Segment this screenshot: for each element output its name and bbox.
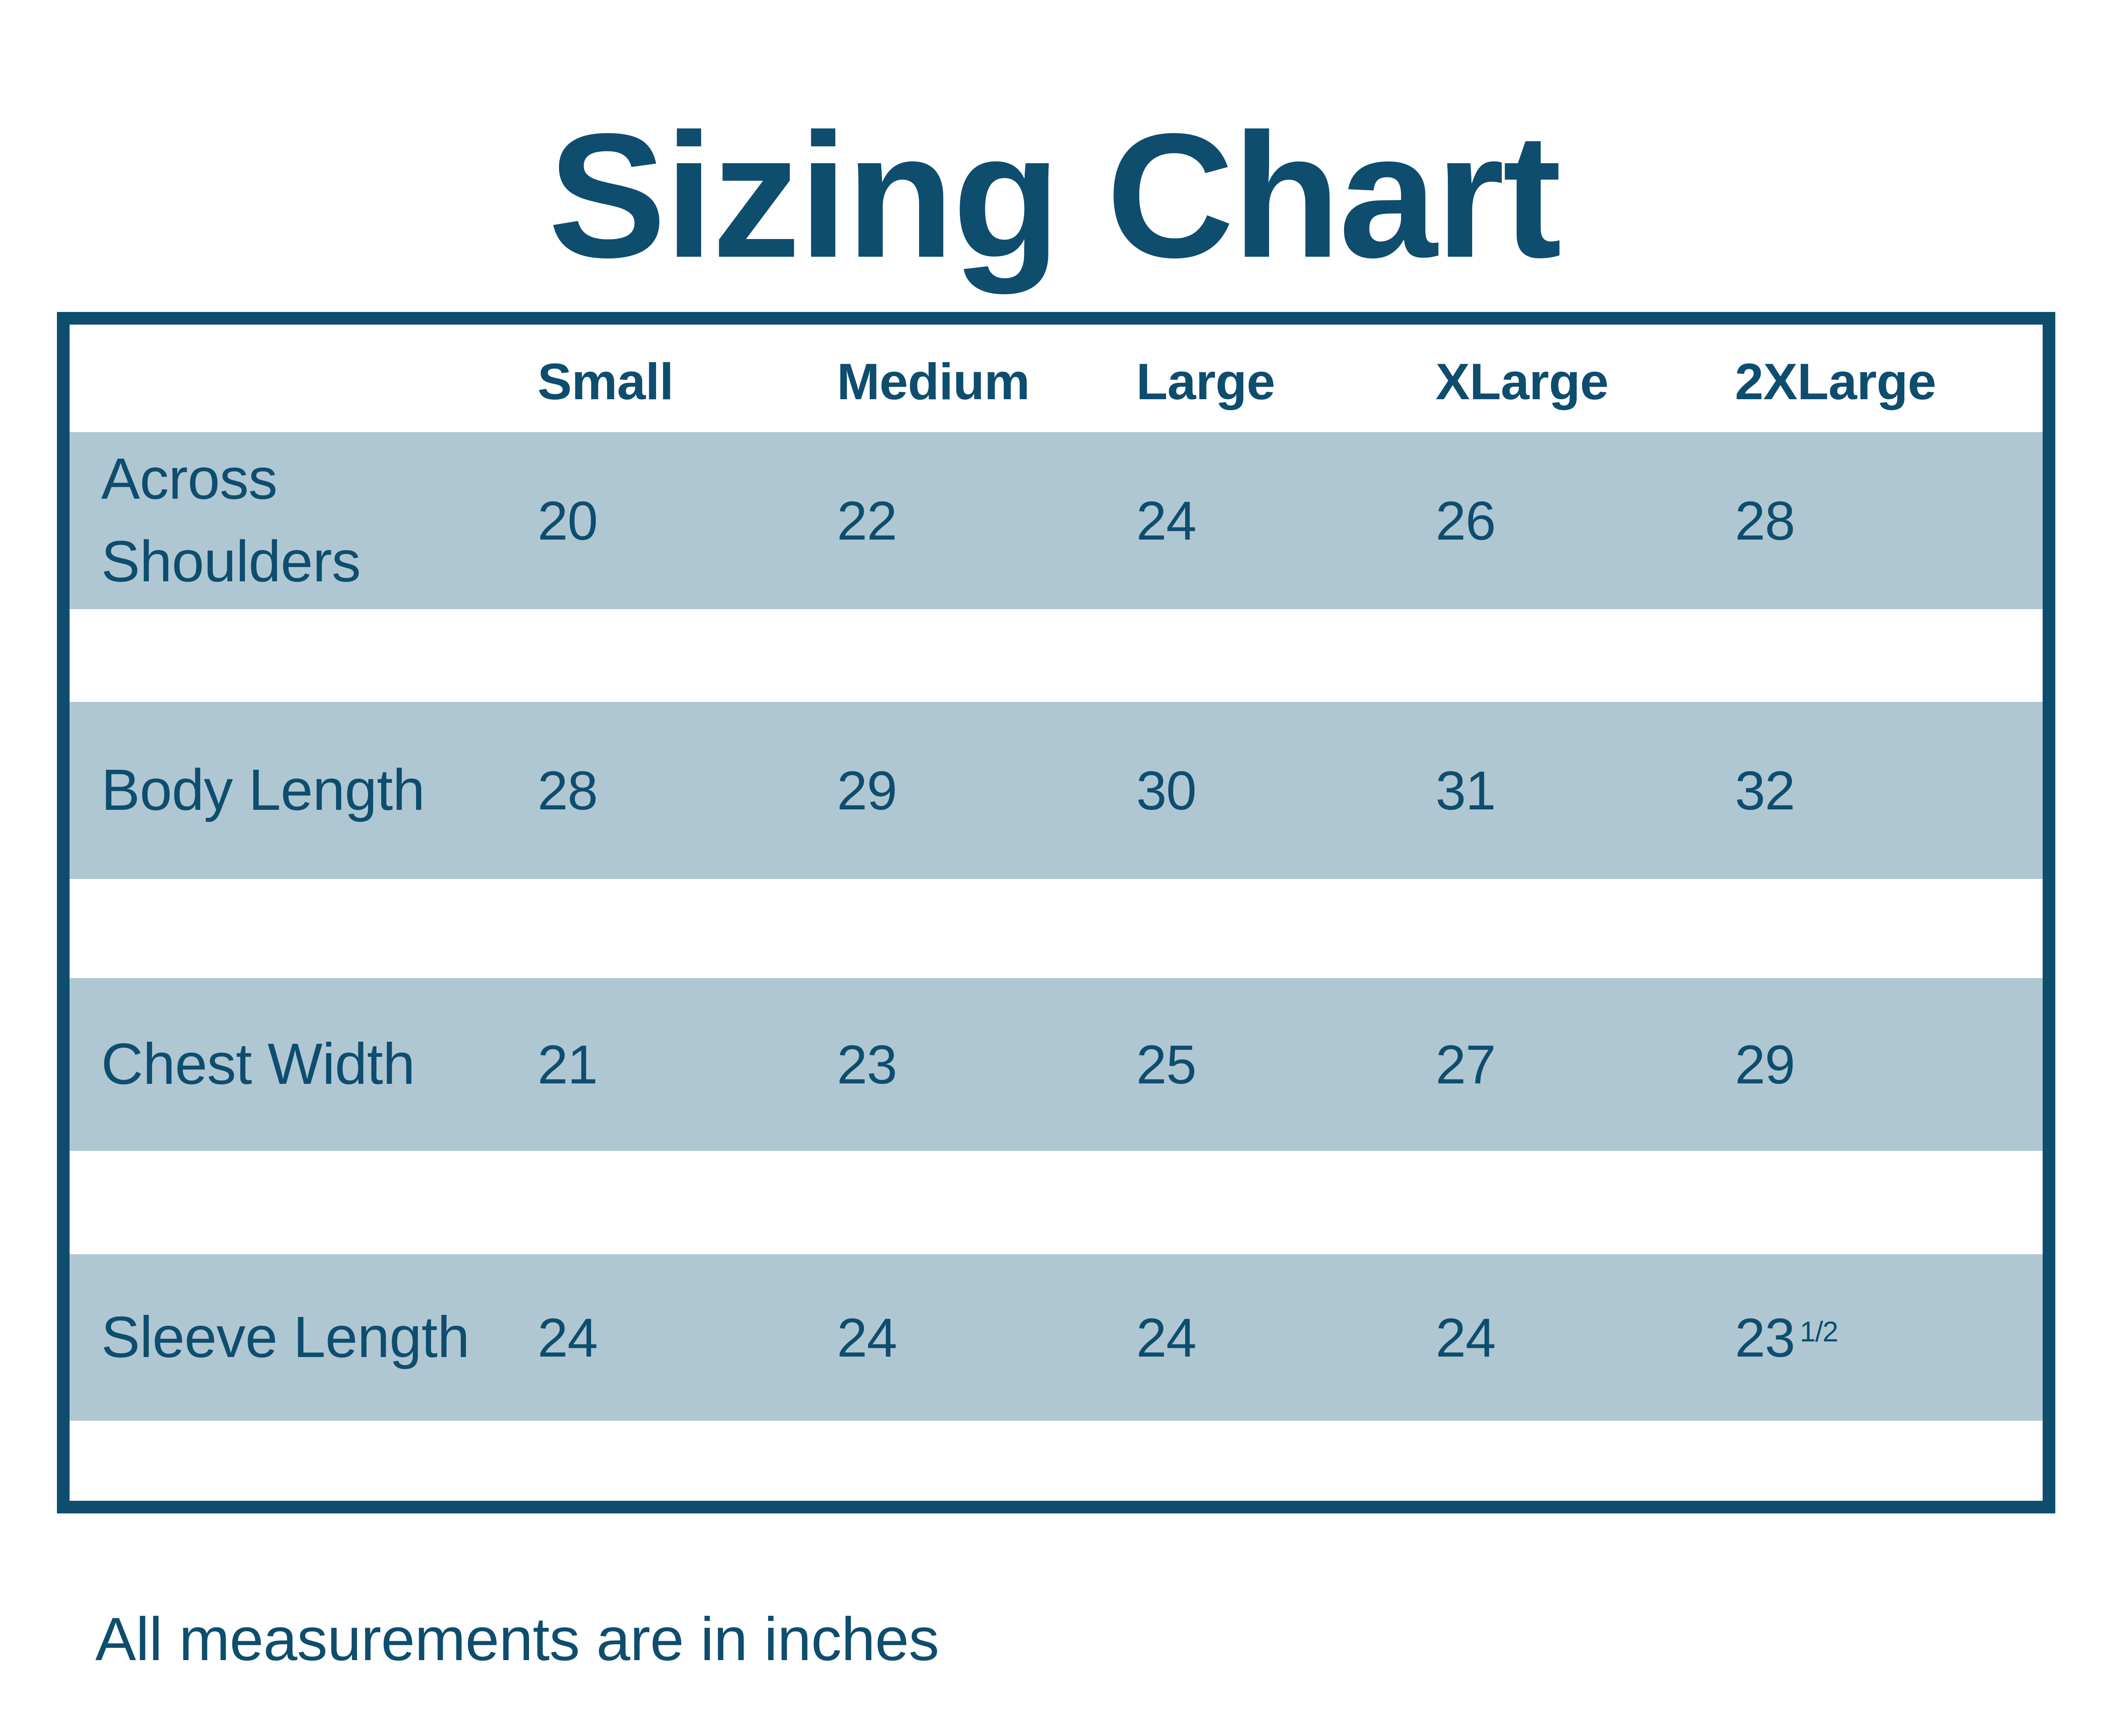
column-header-2xlarge: 2XLarge <box>1735 353 1936 410</box>
table-row-chest-width: Chest Width 21 23 25 27 29 <box>70 978 2043 1151</box>
row-gap <box>70 1151 2043 1254</box>
cell-value: 26 <box>1436 490 1496 551</box>
cell-value: 31 <box>1436 760 1496 821</box>
cell-value: 22 <box>837 490 897 551</box>
page-title: Sizing Chart <box>548 97 1562 295</box>
cell-value: 27 <box>1436 1034 1496 1095</box>
fraction-superscript: 1/2 <box>1800 1316 1838 1348</box>
cell-value: 28 <box>538 760 598 821</box>
cell-value: 24 <box>1436 1306 1496 1368</box>
cell-value: 21 <box>538 1034 598 1095</box>
table-row-body-length: Body Length 28 29 30 31 32 <box>70 702 2043 879</box>
column-header-xlarge: XLarge <box>1436 353 1609 410</box>
table-row-sleeve-length: Sleeve Length 24 24 24 24 23 1/2 <box>70 1254 2043 1421</box>
cell-value: 24 <box>837 1306 897 1368</box>
row-label: Body Length <box>101 758 425 823</box>
sizing-table: Small Medium Large XLarge 2XLarge Across… <box>57 312 2055 1513</box>
size-header-row: Small Medium Large XLarge 2XLarge <box>70 325 2043 432</box>
cell-value-with-fraction: 23 1/2 <box>1735 1306 2043 1369</box>
row-gap <box>70 879 2043 978</box>
cell-value: 29 <box>1735 1034 1795 1095</box>
cell-value: 20 <box>538 490 598 551</box>
cell-value: 24 <box>1136 1306 1197 1368</box>
cell-value: 32 <box>1735 760 1795 821</box>
column-header-medium: Medium <box>837 353 1030 410</box>
column-header-small: Small <box>538 353 674 410</box>
row-label: Chest Width <box>101 1032 415 1097</box>
table-row-across-shoulders: Across Shoulders 20 22 24 26 28 <box>70 432 2043 609</box>
cell-value: 25 <box>1136 1034 1197 1095</box>
cell-value: 24 <box>538 1306 598 1368</box>
row-gap <box>70 609 2043 702</box>
cell-value: 23 <box>837 1034 897 1095</box>
cell-value: 28 <box>1735 490 1795 551</box>
row-label: Sleeve Length <box>101 1304 470 1370</box>
cell-value: 24 <box>1136 490 1197 551</box>
column-header-large: Large <box>1136 353 1275 410</box>
cell-value: 30 <box>1136 760 1197 821</box>
cell-value: 23 <box>1735 1306 1795 1368</box>
measurements-footnote: All measurements are in inches <box>95 1605 939 1673</box>
row-label: Across Shoulders <box>101 446 361 594</box>
cell-value: 29 <box>837 760 897 821</box>
